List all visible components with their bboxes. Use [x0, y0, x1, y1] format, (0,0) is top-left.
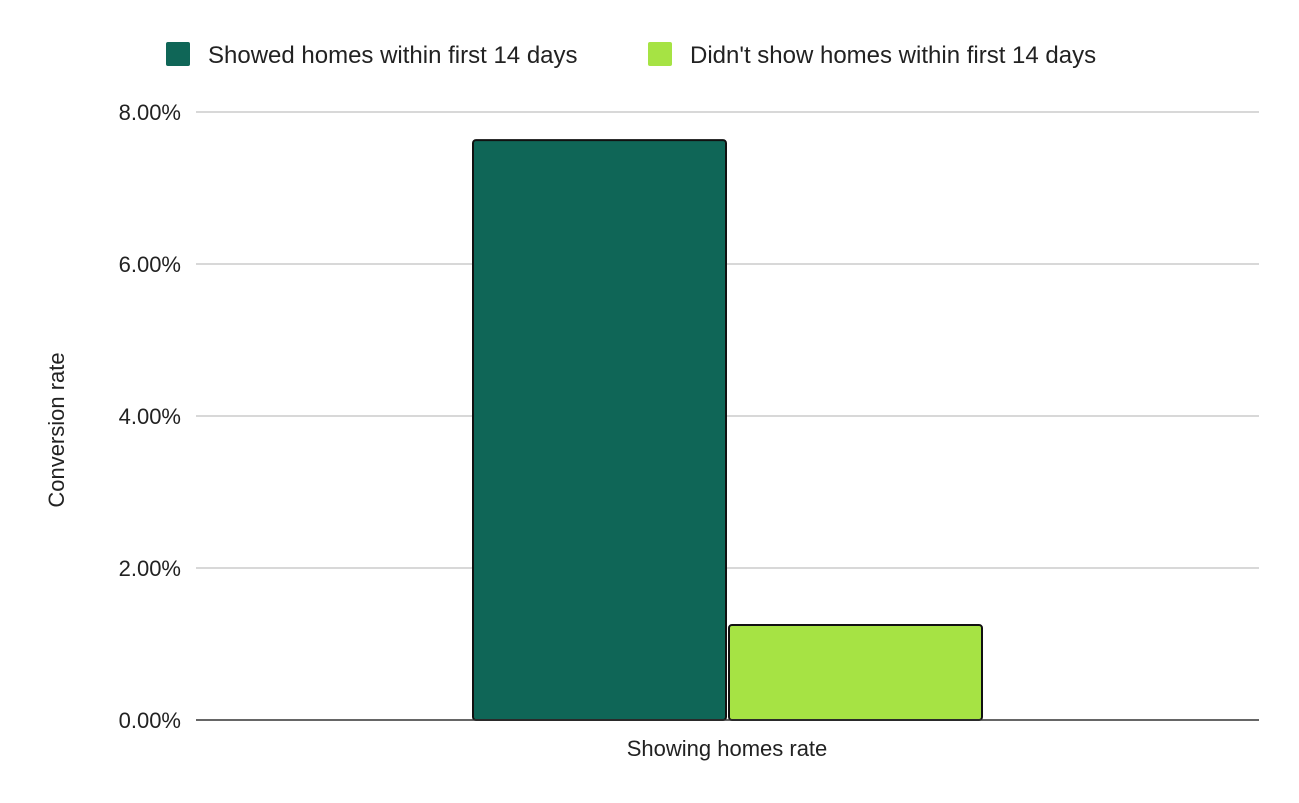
y-tick-label: 2.00% — [119, 556, 181, 581]
legend-swatch-showed-homes — [166, 42, 190, 66]
gridlines — [196, 111, 1259, 569]
legend-label-didnt-show-homes: Didn't show homes within first 14 days — [690, 42, 1096, 69]
bars — [472, 139, 983, 721]
y-axis-ticks: 0.00% 2.00% 4.00% 6.00% 8.00% — [119, 100, 181, 733]
legend-swatch-didnt-show-homes — [648, 42, 672, 66]
bar-showed-homes — [472, 139, 727, 721]
y-axis-title: Conversion rate — [44, 352, 69, 507]
y-tick-label: 0.00% — [119, 708, 181, 733]
legend-label-showed-homes: Showed homes within first 14 days — [208, 42, 578, 69]
x-category-label: Showing homes rate — [627, 736, 828, 761]
legend: Showed homes within first 14 days Didn't… — [166, 42, 1096, 69]
y-tick-label: 6.00% — [119, 252, 181, 277]
y-tick-label: 8.00% — [119, 100, 181, 125]
y-tick-label: 4.00% — [119, 404, 181, 429]
bar-didnt-show-homes — [728, 624, 983, 721]
